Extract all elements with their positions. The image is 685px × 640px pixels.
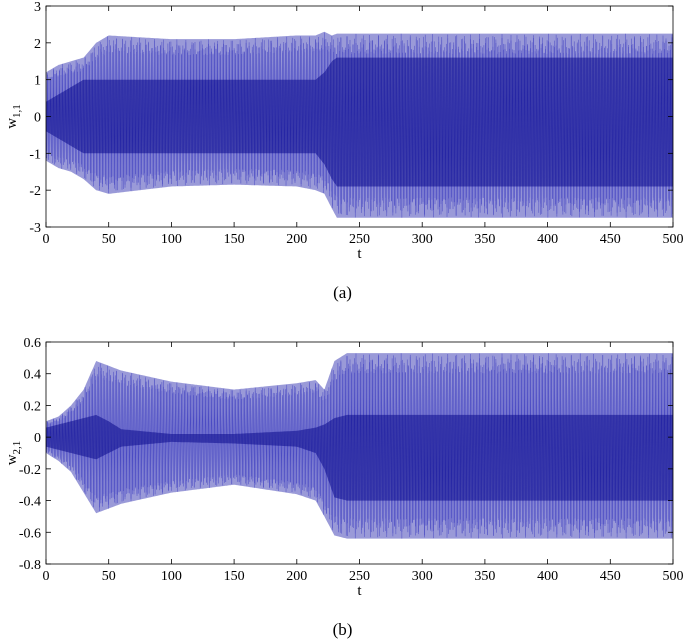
- x-tick-label: 400: [537, 569, 558, 584]
- y-tick-label: -1: [29, 147, 41, 162]
- y-axis-label-subscript: 1,1: [11, 104, 23, 118]
- y-tick-label: -3: [29, 221, 41, 236]
- y-tick-label: -0.4: [19, 495, 41, 510]
- x-tick-label: 50: [102, 569, 116, 584]
- signal-core-band: [46, 414, 673, 501]
- chart-panel-b: 0 50 100 150 200 250 300 350 400 450 500 -0.8 -0.6 -0…: [4, 336, 684, 599]
- signal-core-band: [46, 57, 673, 187]
- x-tick-label: 250: [349, 232, 370, 247]
- y-tick-label: 2: [34, 37, 41, 52]
- y-tick-label: 0: [34, 431, 41, 446]
- x-tick-label: 400: [537, 232, 558, 247]
- x-tick-label: 500: [663, 569, 684, 584]
- x-tick-label: 350: [474, 232, 495, 247]
- y-axis-label-main: w: [4, 454, 20, 465]
- signal-group: [46, 31, 673, 218]
- x-tick-label: 0: [43, 569, 50, 584]
- y-axis-label: w2,1: [4, 441, 23, 466]
- y-axis-label-main: w: [4, 118, 20, 129]
- x-tick-label: 200: [286, 569, 307, 584]
- y-tick-label: -0.6: [19, 526, 41, 541]
- chart-panel-a: 0 50 100 150 200 250 300 350 400 450 500 -3 -2 -1 0 1 2 3…: [4, 0, 684, 262]
- x-tick-label: 100: [161, 232, 182, 247]
- signal-group: [46, 353, 673, 539]
- x-tick-label: 300: [412, 232, 433, 247]
- y-tick-label: 0.6: [24, 336, 42, 351]
- x-axis-label: t: [357, 583, 362, 599]
- y-tick-label: -2: [29, 184, 41, 199]
- x-axis-label: t: [357, 246, 362, 262]
- y-tick-label: 1: [34, 74, 41, 89]
- y-tick-label: 0.2: [24, 399, 42, 414]
- x-tick-label: 250: [349, 569, 370, 584]
- x-tick-label: 500: [663, 232, 684, 247]
- y-tick-label: 0.4: [24, 368, 42, 383]
- caption-b: (b): [332, 620, 353, 639]
- x-tick-label: 150: [224, 232, 245, 247]
- x-tick-label: 450: [600, 569, 621, 584]
- y-tick-label: -0.8: [19, 558, 41, 573]
- x-tick-label: 200: [286, 232, 307, 247]
- x-tick-label: 0: [43, 232, 50, 247]
- caption-a: (a): [333, 283, 352, 302]
- y-tick-label: 0: [34, 111, 41, 126]
- x-tick-label: 300: [412, 569, 433, 584]
- y-axis-label-subscript: 2,1: [11, 441, 23, 455]
- x-tick-label: 100: [161, 569, 182, 584]
- x-tick-label: 450: [600, 232, 621, 247]
- y-axis-label: w1,1: [4, 104, 23, 129]
- x-tick-label: 150: [224, 569, 245, 584]
- x-tick-label: 350: [474, 569, 495, 584]
- y-tick-label: 3: [34, 0, 41, 15]
- x-tick-label: 50: [102, 232, 116, 247]
- y-tick-label: -0.2: [19, 463, 41, 478]
